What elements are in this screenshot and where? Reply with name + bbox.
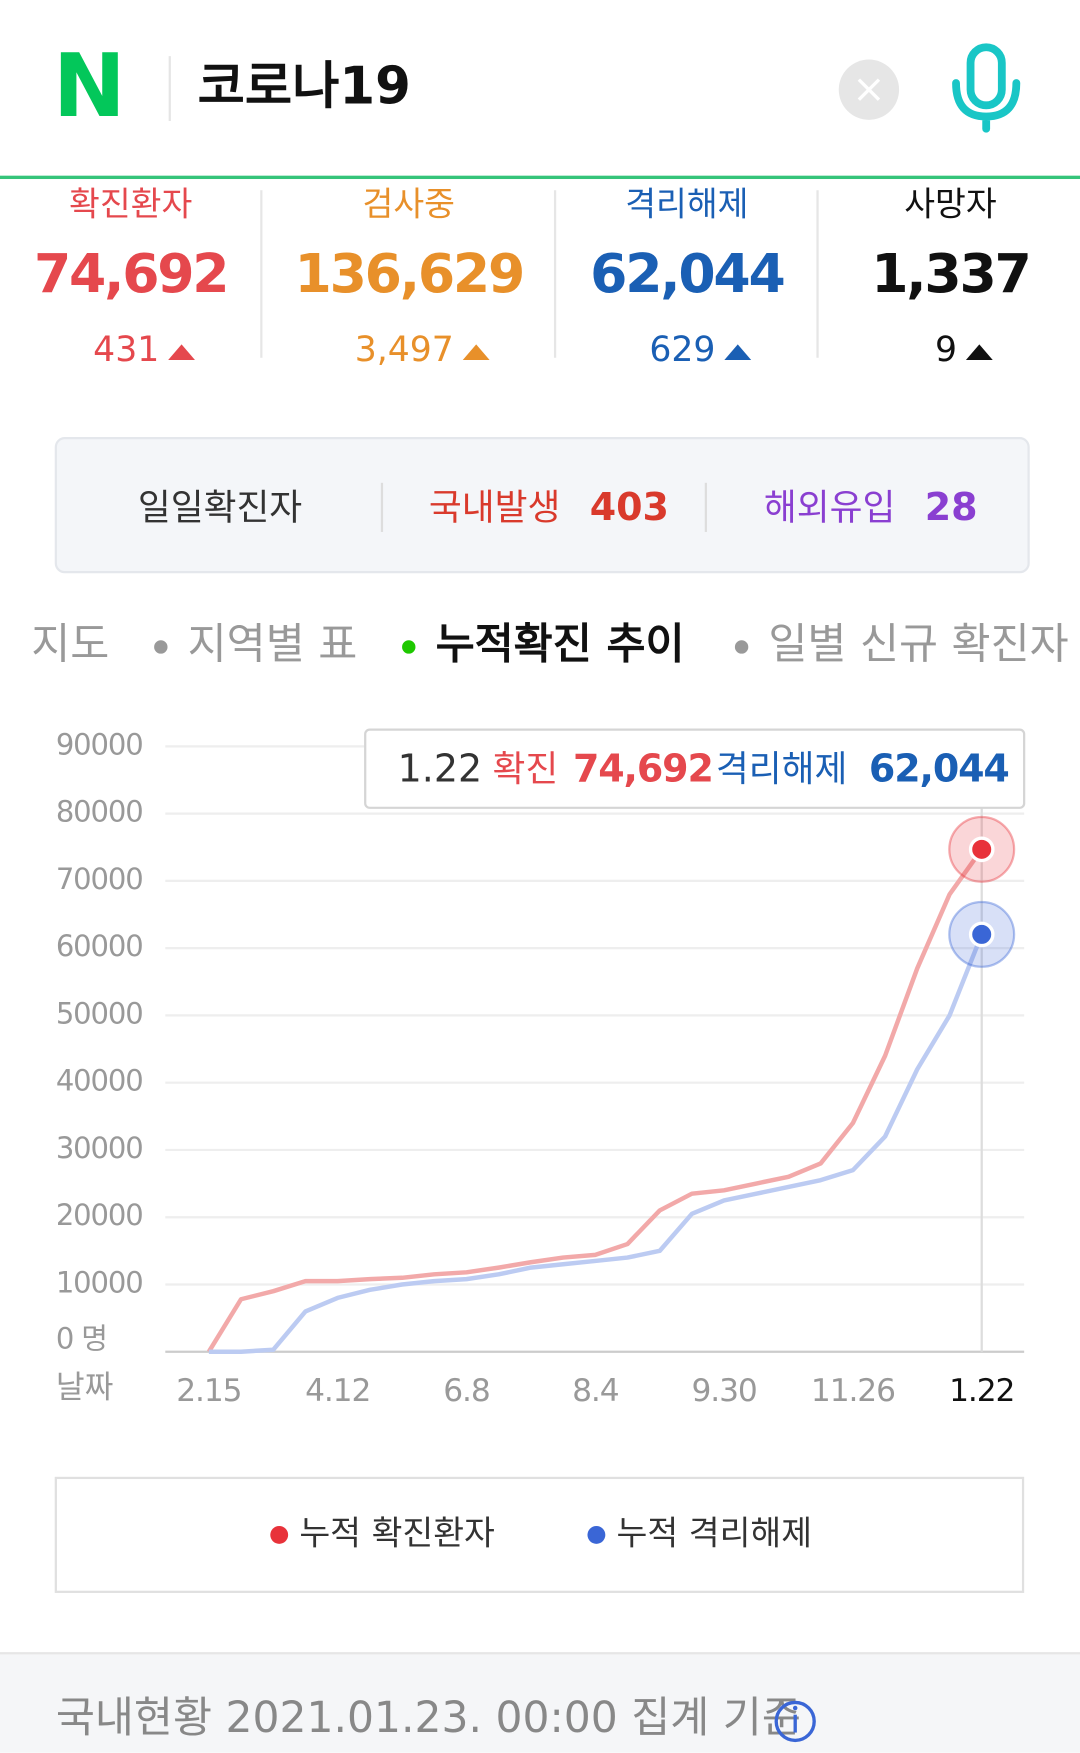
legend-box bbox=[54, 1476, 1025, 1593]
up-arrow bbox=[168, 344, 195, 360]
x-tick-label: 4.12 bbox=[305, 1373, 370, 1409]
tab-dot bbox=[154, 640, 168, 654]
marker bbox=[968, 836, 995, 863]
x-tick-label: 8.4 bbox=[572, 1373, 619, 1409]
info-icon[interactable] bbox=[774, 1700, 816, 1743]
up-arrow bbox=[724, 344, 752, 360]
stat-value: 74,692 bbox=[34, 242, 227, 305]
up-arrow bbox=[462, 344, 490, 360]
y-tick-label: 80000 bbox=[56, 795, 143, 829]
y-tick-label: 0 명 bbox=[56, 1322, 107, 1356]
logo[interactable]: N bbox=[53, 35, 126, 137]
tab[interactable]: 지역별 표 bbox=[188, 620, 358, 669]
daily-label: 일일확진자 bbox=[138, 488, 302, 529]
x-tick-label: 11.26 bbox=[811, 1373, 895, 1409]
y-tick-label: 50000 bbox=[56, 996, 143, 1030]
legend-dot bbox=[587, 1525, 606, 1544]
stat-change: 3,497 bbox=[355, 330, 454, 370]
stat-change: 431 bbox=[93, 330, 159, 370]
stat-change: 629 bbox=[649, 330, 715, 370]
footer-bg bbox=[0, 1653, 1080, 1753]
daily-box bbox=[54, 437, 1030, 574]
y-tick-label: 40000 bbox=[56, 1064, 143, 1098]
overseas-value: 28 bbox=[925, 485, 978, 529]
y-tick-label: 20000 bbox=[56, 1198, 143, 1232]
legend-label: 누적 확진환자 bbox=[299, 1513, 495, 1552]
x-tick-label: 6.8 bbox=[443, 1373, 489, 1409]
stat-label: 사망자 bbox=[904, 184, 996, 223]
legend-label: 누적 격리해제 bbox=[617, 1513, 813, 1552]
header-border bbox=[0, 175, 1080, 180]
tab[interactable]: 누적확진 추이 bbox=[436, 620, 685, 669]
tooltip-value: 74,692 bbox=[573, 746, 713, 790]
mic-button[interactable] bbox=[952, 43, 1021, 133]
x-axis-label: 날짜 bbox=[56, 1370, 114, 1406]
series-line bbox=[206, 848, 984, 1353]
tab[interactable]: 지도 bbox=[31, 620, 109, 669]
stat-value: 62,044 bbox=[590, 242, 783, 305]
tooltip-name: 격리해제 bbox=[716, 749, 847, 790]
x-tick-label: 2.15 bbox=[176, 1373, 241, 1409]
stat-value: 1,337 bbox=[871, 242, 1029, 305]
y-tick-label: 30000 bbox=[56, 1131, 143, 1165]
clear-button[interactable] bbox=[838, 59, 900, 120]
stat-label: 격리해제 bbox=[625, 184, 748, 223]
y-tick-label: 60000 bbox=[56, 929, 143, 963]
y-tick-label: 90000 bbox=[56, 727, 143, 761]
overseas-label: 해외유입 bbox=[764, 488, 895, 529]
tooltip-name: 확진 bbox=[493, 749, 559, 790]
y-tick-label: 70000 bbox=[56, 862, 143, 896]
tooltip-value: 62,044 bbox=[869, 746, 1009, 790]
up-arrow bbox=[965, 344, 993, 360]
tab[interactable]: 일별 신규 확진자 bbox=[768, 620, 1068, 669]
stat-label: 확진환자 bbox=[69, 184, 192, 223]
marker bbox=[968, 921, 995, 948]
domestic-value: 403 bbox=[590, 485, 669, 529]
footer-text: 국내현황 2021.01.23. 00:00 집계 기준 bbox=[56, 1694, 801, 1743]
stat-value: 136,629 bbox=[295, 242, 523, 305]
legend-dot bbox=[270, 1525, 289, 1544]
y-tick-label: 10000 bbox=[56, 1265, 143, 1299]
stat-label: 검사중 bbox=[363, 184, 455, 223]
search-query[interactable]: 코로나19 bbox=[198, 57, 411, 117]
tooltip-box bbox=[364, 728, 1026, 809]
series-line bbox=[208, 933, 984, 1354]
tooltip-date: 1.22 bbox=[398, 746, 483, 790]
x-tick-label: 1.22 bbox=[949, 1373, 1014, 1409]
tab-dot bbox=[402, 640, 416, 654]
stat-change: 9 bbox=[935, 330, 957, 370]
x-tick-label: 9.30 bbox=[692, 1373, 757, 1409]
tab-dot bbox=[734, 640, 749, 654]
domestic-label: 국내발생 bbox=[429, 488, 560, 529]
